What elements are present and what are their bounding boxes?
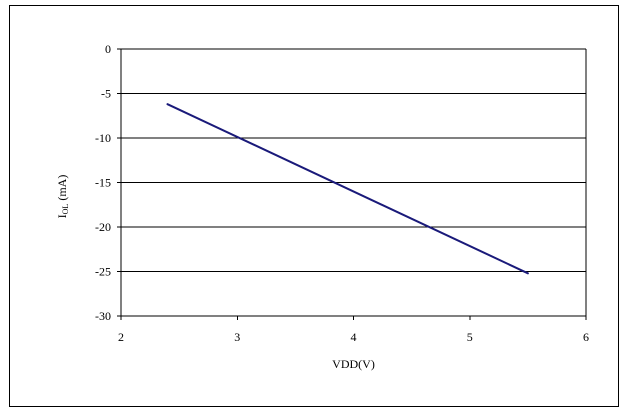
y-axis-title: IOL (mA) — [55, 175, 70, 219]
x-tick-label: 3 — [234, 330, 240, 344]
y-tick-label: -10 — [95, 131, 111, 145]
x-axis-title: VDD(V) — [332, 357, 375, 371]
x-tick-label: 6 — [583, 330, 589, 344]
y-tick-label: -5 — [101, 87, 111, 101]
y-tick-label: -30 — [95, 309, 111, 323]
x-tick-label: 4 — [351, 330, 357, 344]
y-axis-title-unit: (mA) — [55, 175, 69, 204]
y-tick-label: -25 — [95, 265, 111, 279]
y-tick-label: -20 — [95, 220, 111, 234]
y-tick-label: -15 — [95, 176, 111, 190]
series-line — [166, 103, 529, 275]
grid-layer — [121, 48, 586, 317]
x-tick-label: 2 — [118, 330, 124, 344]
y-axis-title-main: I — [55, 214, 69, 218]
y-tick-label: 0 — [105, 42, 111, 56]
ticks-layer: 0 -5 -10 -15 -20 -25 -30 2 3 4 5 6 — [95, 42, 589, 344]
series-layer — [166, 103, 529, 275]
y-axis-title-sub: OL — [61, 204, 70, 215]
chart-frame — [9, 5, 619, 407]
x-tick-label: 5 — [467, 330, 473, 344]
